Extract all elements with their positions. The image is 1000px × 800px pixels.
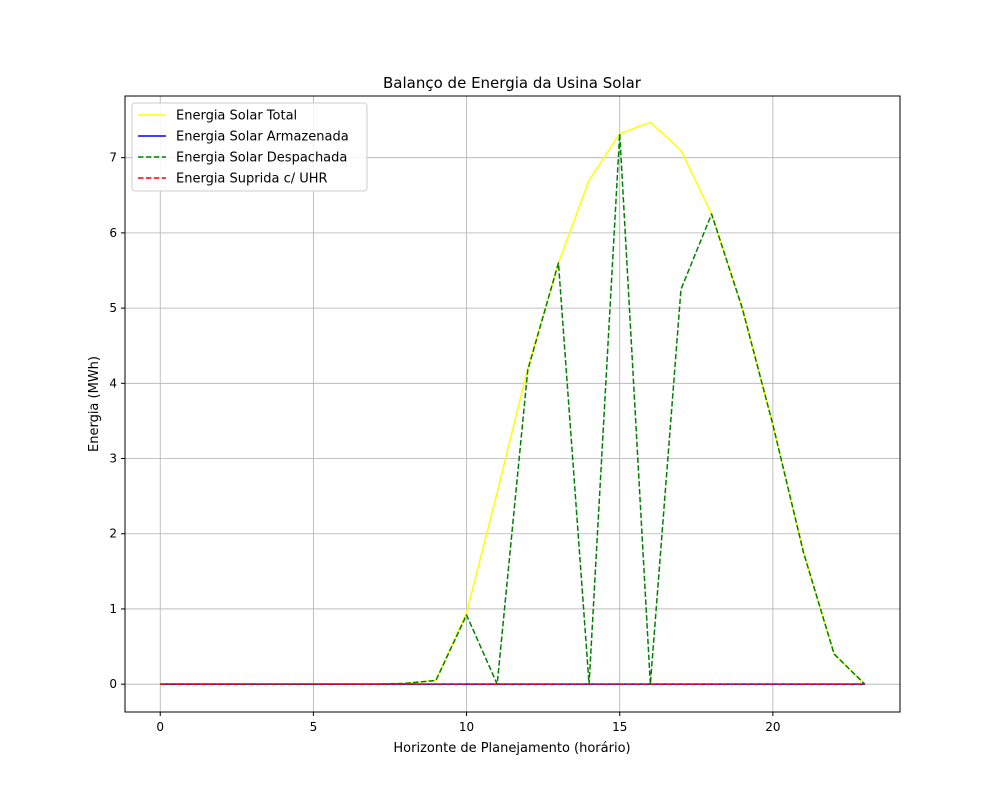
legend-label-1: Energia Solar Armazenada bbox=[176, 130, 349, 145]
x-tick-label-20: 20 bbox=[765, 720, 780, 734]
x-axis-label: Horizonte de Planejamento (horário) bbox=[393, 741, 630, 756]
legend-label-3: Energia Suprida c/ UHR bbox=[176, 172, 328, 187]
y-tick-label-4: 4 bbox=[109, 376, 117, 390]
y-axis-label: Energia (MWh) bbox=[87, 356, 102, 452]
y-tick-label-2: 2 bbox=[109, 527, 117, 541]
plot-frame bbox=[124, 95, 901, 713]
y-tick-label-6: 6 bbox=[109, 226, 117, 240]
x-tick-label-5: 5 bbox=[310, 720, 318, 734]
y-tick-label-1: 1 bbox=[109, 602, 117, 616]
grid bbox=[125, 96, 900, 712]
ticks: 0 5 10 15 20 0 1 2 3 4 5 6 7 bbox=[109, 151, 780, 734]
legend: Energia Solar Total Energia Solar Armazen… bbox=[131, 102, 368, 192]
y-tick-label-7: 7 bbox=[109, 151, 117, 165]
x-tick-label-0: 0 bbox=[156, 720, 164, 734]
y-tick-label-0: 0 bbox=[109, 677, 117, 691]
legend-box bbox=[131, 102, 368, 192]
y-tick-label-3: 3 bbox=[109, 452, 117, 466]
y-tick-label-5: 5 bbox=[109, 301, 117, 315]
legend-label-2: Energia Solar Despachada bbox=[176, 151, 347, 166]
legend-label-0: Energia Solar Total bbox=[176, 109, 297, 124]
chart-title: Balanço de Energia da Usina Solar bbox=[383, 74, 642, 92]
x-tick-label-15: 15 bbox=[612, 720, 627, 734]
x-tick-label-10: 10 bbox=[459, 720, 474, 734]
series-lines bbox=[160, 121, 866, 685]
series-line-2 bbox=[160, 132, 866, 685]
